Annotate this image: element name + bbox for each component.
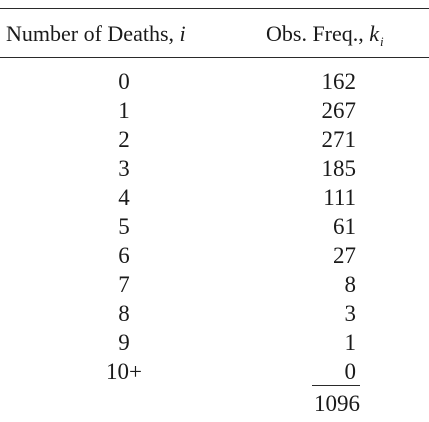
deaths-cell: 10+ [106, 359, 142, 384]
table-row: 4 111 [0, 183, 429, 212]
top-rule [0, 8, 429, 9]
frequency-cell: 267 [321, 98, 357, 123]
deaths-cell: 2 [118, 127, 130, 152]
deaths-cell: 3 [118, 156, 130, 181]
frequency-cell: 27 [333, 243, 356, 268]
header-number-of-deaths: Number of Deaths, i [6, 18, 186, 50]
table-row: 8 3 [0, 299, 429, 328]
frequency-cell: 185 [321, 156, 357, 181]
header-observed-frequency: Obs. Freq., ki [266, 18, 384, 53]
deaths-cell: 7 [118, 272, 130, 297]
header-rule [0, 57, 429, 58]
sum-rule [312, 385, 360, 386]
frequency-cell: 162 [321, 69, 357, 94]
table-row: 9 1 [0, 328, 429, 357]
table-row: 1 267 [0, 96, 429, 125]
frequency-total: 1096 [314, 391, 360, 416]
table-row: 7 8 [0, 270, 429, 299]
header-deaths-text: Number of Deaths, [6, 21, 180, 46]
frequency-cell: 271 [321, 127, 357, 152]
table-body: 0 162 1 267 2 271 3 185 4 111 5 61 6 27 … [0, 67, 429, 386]
frequency-cell: 3 [344, 301, 357, 326]
table-row: 10+ 0 [0, 357, 429, 386]
deaths-cell: 9 [118, 330, 130, 355]
header-deaths-variable: i [179, 21, 186, 46]
table-row: 6 27 [0, 241, 429, 270]
table-row: 5 61 [0, 212, 429, 241]
header-freq-text: Obs. Freq., [266, 21, 370, 46]
header-freq-variable: k [369, 21, 380, 46]
deaths-cell: 0 [118, 69, 130, 94]
frequency-cell: 8 [344, 272, 357, 297]
deaths-cell: 6 [118, 243, 130, 268]
frequency-cell: 0 [344, 359, 357, 384]
table-row: 2 271 [0, 125, 429, 154]
deaths-cell: 4 [118, 185, 130, 210]
deaths-cell: 5 [118, 214, 130, 239]
header-freq-subscript: i [380, 34, 384, 49]
deaths-cell: 1 [118, 98, 130, 123]
deaths-cell: 8 [118, 301, 130, 326]
table-row: 0 162 [0, 67, 429, 96]
frequency-cell: 61 [333, 214, 356, 239]
frequency-cell: 1 [344, 330, 357, 355]
table-row: 3 185 [0, 154, 429, 183]
table-header: Number of Deaths, i Obs. Freq., ki [0, 18, 429, 50]
frequency-cell: 111 [323, 185, 356, 210]
